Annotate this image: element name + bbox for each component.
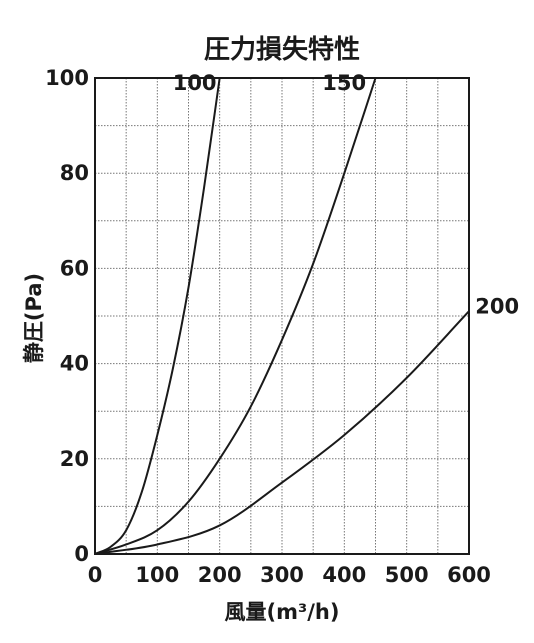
x-tick-label: 200	[198, 563, 242, 587]
y-axis-title: 静圧(Pa)	[22, 273, 46, 363]
x-tick-label: 500	[385, 563, 429, 587]
y-tick-label: 100	[45, 66, 89, 90]
axis-layer	[94, 77, 470, 555]
x-tick-label: 0	[88, 563, 103, 587]
chart-title: 圧力損失特性	[204, 34, 360, 65]
series-label-200: 200	[475, 295, 519, 319]
series-line-150	[94, 77, 377, 555]
label-layer: 0 100 200 300 400 500 600 0 20 40 60 80 100 100 150 200	[45, 66, 519, 587]
grid-layer	[95, 78, 469, 554]
x-tick-label: 100	[135, 563, 179, 587]
y-tick-label: 0	[74, 542, 89, 566]
x-tick-label: 600	[447, 563, 491, 587]
y-tick-label: 40	[60, 352, 89, 376]
series-line-100	[94, 77, 221, 555]
series-layer	[94, 77, 470, 555]
y-tick-label: 20	[60, 447, 89, 471]
x-tick-label: 300	[260, 563, 304, 587]
x-axis-title: 風量(m³/h)	[225, 600, 340, 624]
y-tick-label: 80	[60, 161, 89, 185]
series-label-100: 100	[173, 71, 217, 95]
y-tick-label: 60	[60, 256, 89, 280]
plot-frame	[94, 77, 470, 555]
series-line-200	[94, 310, 470, 555]
x-tick-label: 400	[322, 563, 366, 587]
series-label-150: 150	[322, 71, 366, 95]
